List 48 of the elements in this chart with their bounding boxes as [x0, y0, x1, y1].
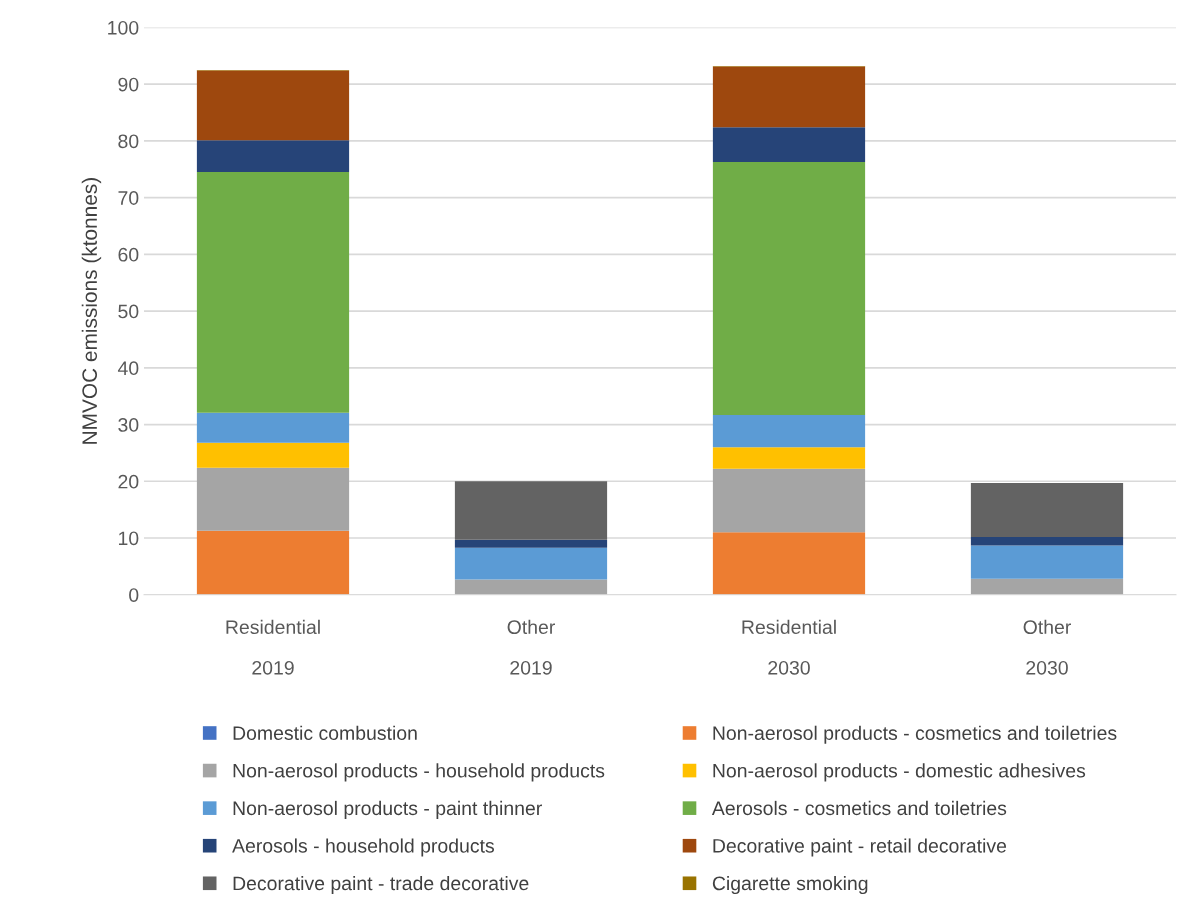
bar — [454, 481, 608, 540]
y-tick-label: 30 — [118, 418, 139, 432]
legend-label: Aerosols - cosmetics and toiletries — [711, 800, 1007, 816]
legend-label: Non-aerosol products - cosmetics and toiletries — [713, 725, 1117, 744]
legend-label: Non-aerosol products - domestic adhesives — [713, 763, 1086, 782]
bar — [712, 161, 866, 415]
y-tick-label: 70 — [118, 191, 139, 205]
bar — [712, 66, 866, 128]
category-label: Residential 2019 — [226, 619, 320, 675]
bar — [196, 412, 350, 443]
bar — [196, 172, 350, 413]
bar — [454, 547, 608, 580]
bar — [712, 414, 866, 448]
legend-label: Aerosols - household products — [232, 838, 495, 857]
y-tick-label: 40 — [117, 361, 139, 376]
bar — [196, 530, 350, 595]
bar — [196, 467, 350, 531]
y-axis-title: NMVOC emissions (ktonnes) — [81, 178, 102, 444]
category-label: Residential 2030 — [742, 619, 836, 675]
bar — [196, 70, 350, 141]
bar — [970, 578, 1124, 595]
bar — [970, 536, 1124, 546]
bar — [712, 468, 866, 533]
legend-label: Domestic combustion — [233, 725, 417, 740]
y-tick-label: 10 — [119, 531, 139, 546]
y-tick-label: 20 — [118, 474, 139, 489]
bar — [454, 579, 608, 595]
bar — [196, 140, 350, 173]
legend-label: Decorative paint - trade decorative — [233, 875, 529, 895]
bar — [454, 539, 608, 548]
y-tick-label: 50 — [118, 304, 139, 319]
bar — [970, 545, 1124, 579]
y-tick-label: 90 — [118, 77, 139, 92]
bar — [196, 442, 350, 468]
category-label: Other 2019 — [507, 619, 555, 675]
y-tick-label: 80 — [118, 134, 139, 149]
bar — [712, 532, 866, 595]
y-tick-label: 100 — [108, 20, 139, 35]
bar — [712, 127, 866, 162]
bar — [712, 447, 866, 469]
legend-label: Non-aerosol products - paint thinner — [233, 800, 542, 819]
legend-label: Decorative paint - retail decorative — [713, 838, 1007, 857]
bar — [970, 482, 1124, 537]
category-label: Other 2030 — [1023, 619, 1071, 675]
legend-label: Non-aerosol products - household products — [233, 763, 605, 782]
y-tick-label: 60 — [118, 247, 139, 262]
legend-label: Cigarette smoking — [712, 875, 868, 895]
y-tick-label: 0 — [129, 588, 139, 602]
